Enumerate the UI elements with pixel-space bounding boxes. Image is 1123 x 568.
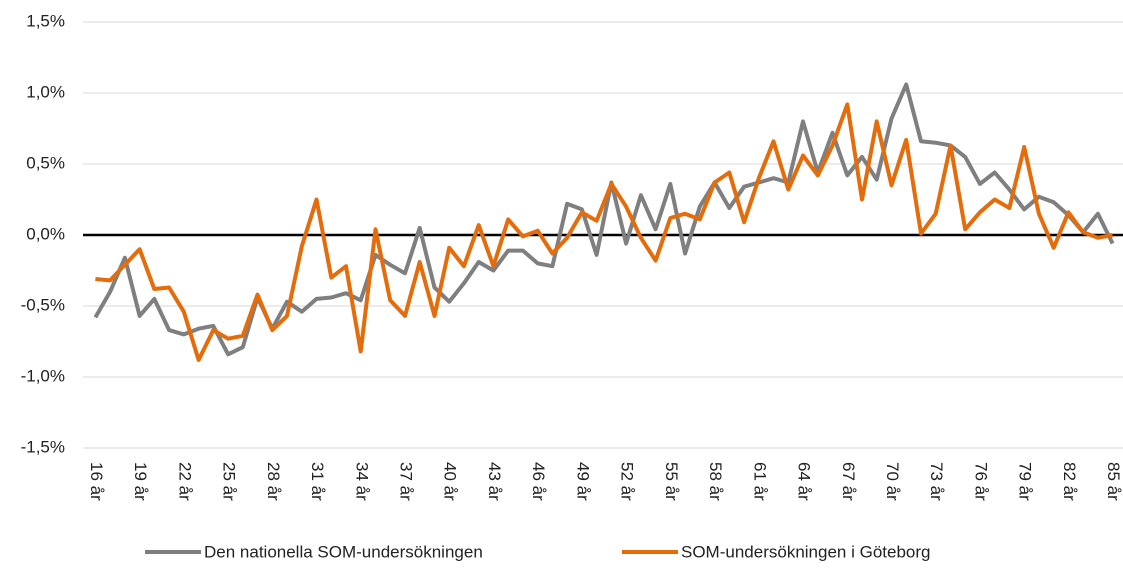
x-tick-label: 34 år <box>352 462 371 501</box>
x-tick-label: 85 år <box>1104 462 1123 501</box>
x-tick-label: 37 år <box>396 462 415 501</box>
x-tick-label: 25 år <box>220 462 239 501</box>
x-tick-label: 67 år <box>839 462 858 501</box>
x-tick-label: 73 år <box>927 462 946 501</box>
x-tick-label: 40 år <box>441 462 460 501</box>
x-tick-label: 46 år <box>529 462 548 501</box>
series-line <box>95 102 1113 362</box>
x-tick-label: 28 år <box>264 462 283 501</box>
legend-label: Den nationella SOM-undersökningen <box>204 542 483 561</box>
x-tick-label: 70 år <box>883 462 902 501</box>
x-tick-label: 16 år <box>87 462 106 501</box>
x-tick-label: 76 år <box>971 462 990 501</box>
y-tick-label: 1,0% <box>26 82 65 101</box>
y-tick-label: 0,0% <box>26 224 65 243</box>
x-tick-label: 52 år <box>618 462 637 501</box>
y-tick-label: -0,5% <box>21 295 65 314</box>
x-tick-label: 64 år <box>795 462 814 501</box>
x-tick-label: 49 år <box>573 462 592 501</box>
x-tick-label: 61 år <box>750 462 769 501</box>
x-tick-label: 19 år <box>131 462 150 501</box>
y-tick-label: 0,5% <box>26 153 65 172</box>
y-tick-label: -1,5% <box>21 437 65 456</box>
series-line <box>93 82 1115 357</box>
x-tick-label: 55 år <box>662 462 681 501</box>
x-tick-label: 58 år <box>706 462 725 501</box>
x-tick-label: 43 år <box>485 462 504 501</box>
x-tick-label: 79 år <box>1016 462 1035 501</box>
legend-label: SOM-undersökningen i Göteborg <box>681 542 930 561</box>
y-tick-label: 1,5% <box>26 11 65 30</box>
x-tick-label: 31 år <box>308 462 327 501</box>
y-tick-label: -1,0% <box>21 366 65 385</box>
x-tick-label: 82 år <box>1060 462 1079 501</box>
x-tick-label: 22 år <box>175 462 194 501</box>
